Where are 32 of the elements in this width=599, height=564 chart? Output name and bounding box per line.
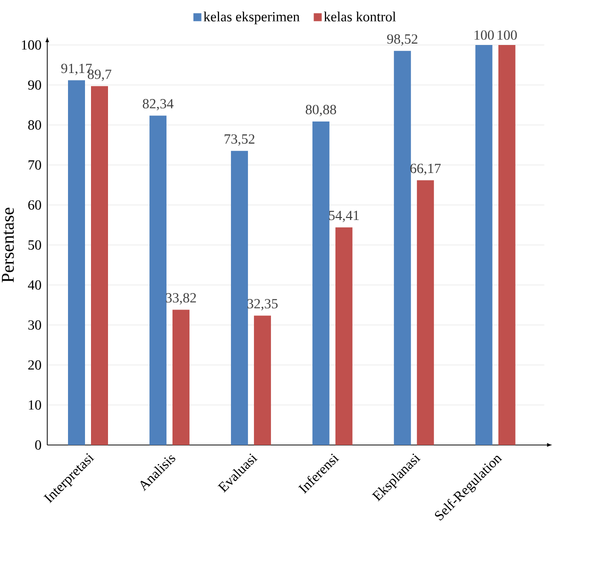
bar bbox=[149, 116, 166, 445]
bar bbox=[394, 50, 411, 445]
data-label: 98,52 bbox=[387, 34, 418, 46]
bar bbox=[335, 227, 352, 445]
legend-label: kelas eksperimen bbox=[204, 12, 300, 24]
y-tick-label: 0 bbox=[35, 440, 42, 450]
y-tick-label: 20 bbox=[28, 360, 42, 370]
data-label: 100 bbox=[474, 30, 494, 40]
bar bbox=[254, 316, 271, 445]
y-tick-label: 10 bbox=[28, 400, 42, 410]
data-label: 82,34 bbox=[142, 99, 174, 110]
y-tick-label: 90 bbox=[28, 80, 42, 90]
bar bbox=[91, 86, 108, 445]
y-tick-label: 70 bbox=[28, 160, 42, 170]
data-label: 100 bbox=[498, 30, 517, 40]
bar bbox=[312, 121, 330, 445]
y-tick-label: 80 bbox=[28, 120, 42, 130]
bar bbox=[172, 310, 190, 445]
legend-label: kelas kontrol bbox=[324, 12, 396, 22]
y-tick-label: 50 bbox=[28, 240, 42, 250]
bar bbox=[230, 150, 248, 445]
bar bbox=[498, 44, 516, 445]
y-tick-label: 40 bbox=[28, 280, 42, 290]
y-tick-label: 100 bbox=[22, 40, 42, 50]
data-label: 73,52 bbox=[224, 134, 254, 146]
bar bbox=[475, 44, 492, 445]
y-tick-label: 60 bbox=[28, 200, 42, 210]
y-axis-title: Persentase bbox=[2, 208, 14, 282]
bar bbox=[416, 180, 434, 445]
y-tick-label: 30 bbox=[28, 320, 42, 330]
data-label: 80,88 bbox=[306, 104, 336, 116]
bar bbox=[68, 80, 86, 445]
